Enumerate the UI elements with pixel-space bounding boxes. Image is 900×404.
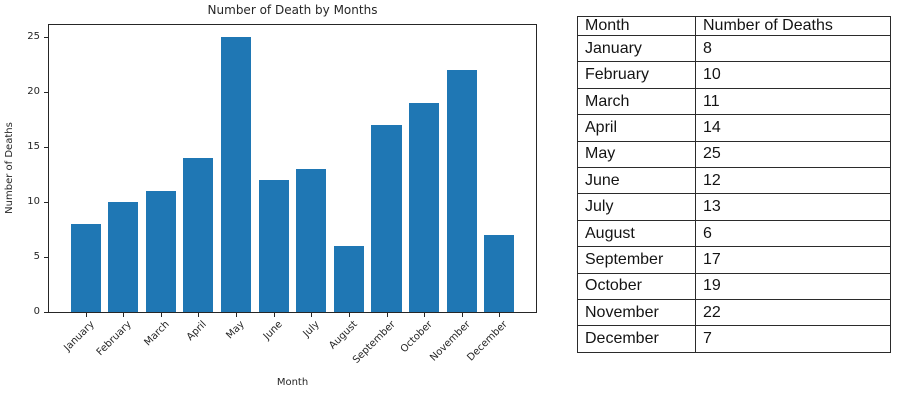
y-tick-mark xyxy=(44,256,48,258)
table-cell-month: March xyxy=(577,87,696,116)
table-cell-month: August xyxy=(577,219,696,248)
x-tick-mark xyxy=(348,313,350,317)
y-tick-mark xyxy=(44,201,48,203)
table-cell-deaths: 13 xyxy=(695,193,891,221)
y-tick-label: 5 xyxy=(33,250,40,262)
x-tick-mark xyxy=(461,313,463,317)
table-cell-month: April xyxy=(577,114,696,142)
x-tick-mark xyxy=(273,313,275,317)
bar-september xyxy=(371,124,402,312)
y-tick-mark xyxy=(44,146,48,148)
table-cell-deaths: 11 xyxy=(695,87,891,116)
table-cell-deaths: 25 xyxy=(695,140,891,169)
table-row: March 11 xyxy=(577,87,891,116)
x-tick-mark xyxy=(499,313,501,317)
x-tick-mark xyxy=(85,313,87,317)
x-tick-mark xyxy=(424,313,426,317)
table-row: September 17 xyxy=(577,246,891,274)
y-tick-label: 20 xyxy=(27,85,40,97)
bar-january xyxy=(70,223,101,312)
bar-august xyxy=(333,245,364,312)
table-header-deaths: Number of Deaths xyxy=(695,16,891,36)
bar-july xyxy=(296,168,327,312)
bar-december xyxy=(484,234,515,312)
table-cell-month: February xyxy=(577,61,696,89)
y-tick-label: 25 xyxy=(27,30,40,42)
x-tick-mark xyxy=(123,313,125,317)
bar-november xyxy=(446,69,477,312)
table-row: October 19 xyxy=(577,272,891,301)
table-cell-month: May xyxy=(577,140,696,169)
bar-october xyxy=(409,102,440,312)
table-cell-deaths: 7 xyxy=(695,325,891,353)
table-row: December 7 xyxy=(577,325,891,353)
table-row: July 13 xyxy=(577,193,891,221)
table-cell-month: December xyxy=(577,325,696,353)
bar-may xyxy=(221,36,252,312)
table-cell-deaths: 14 xyxy=(695,114,891,142)
data-table: Month Number of Deaths January 8 February 1… xyxy=(577,16,891,353)
bar-march xyxy=(145,190,176,312)
table-cell-deaths: 10 xyxy=(695,61,891,89)
table-cell-deaths: 12 xyxy=(695,167,891,195)
table-cell-deaths: 22 xyxy=(695,299,891,327)
x-axis-label: Month xyxy=(276,377,309,388)
y-tick-label: 15 xyxy=(27,140,40,152)
table-cell-month: November xyxy=(577,299,696,327)
y-tick-label: 0 xyxy=(33,306,40,317)
plot-area xyxy=(48,24,537,313)
bar-february xyxy=(108,201,139,312)
chart-title: Number of Death by Months xyxy=(207,3,378,17)
table-row: February 10 xyxy=(577,61,891,89)
y-tick-label: 10 xyxy=(27,195,40,207)
table-cell-month: September xyxy=(577,246,696,274)
table-row: January 8 xyxy=(577,34,891,63)
x-tick-mark xyxy=(198,313,200,317)
y-tick-mark xyxy=(44,36,48,38)
table-row: April 14 xyxy=(577,114,891,142)
table-row: May 25 xyxy=(577,140,891,169)
table-header-row: Month Number of Deaths xyxy=(577,16,891,36)
table-cell-deaths: 19 xyxy=(695,272,891,301)
bar-april xyxy=(183,157,214,312)
table-cell-month: October xyxy=(577,272,696,301)
x-tick-mark xyxy=(386,313,388,317)
x-tick-mark xyxy=(160,313,162,317)
table-row: November 22 xyxy=(577,299,891,327)
table-row: August 6 xyxy=(577,219,891,248)
table-cell-deaths: 17 xyxy=(695,246,891,274)
table-cell-month: January xyxy=(577,34,696,63)
y-axis-label: Number of Deaths xyxy=(4,122,15,214)
y-tick-mark xyxy=(44,91,48,93)
table-header-month: Month xyxy=(577,16,696,36)
table-cell-month: June xyxy=(577,167,696,195)
x-tick-mark xyxy=(311,313,313,317)
table-cell-month: July xyxy=(577,193,696,221)
bar-june xyxy=(258,179,289,312)
bar-chart-figure: Number of Death by Months Number of Deat… xyxy=(4,3,537,388)
table-cell-deaths: 6 xyxy=(695,219,891,248)
y-tick-mark xyxy=(44,312,48,313)
x-tick-mark xyxy=(236,313,238,317)
table-row: June 12 xyxy=(577,167,891,195)
table-cell-deaths: 8 xyxy=(695,34,891,63)
